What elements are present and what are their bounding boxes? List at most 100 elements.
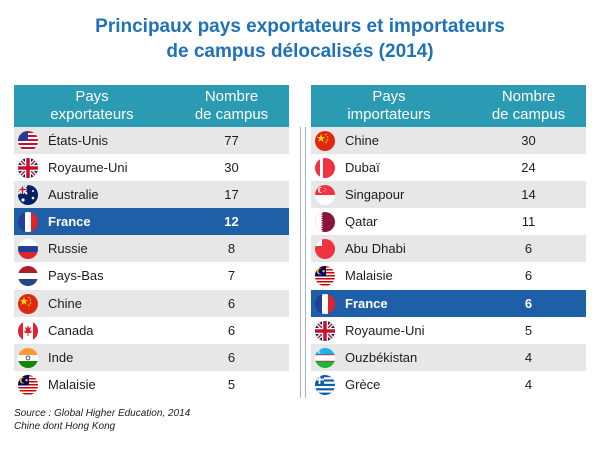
- usa-flag-icon: [18, 131, 38, 151]
- header-count-line1: Nombre: [204, 88, 259, 105]
- qatar-flag-icon: [315, 212, 335, 233]
- malaysia-flag-icon: [315, 266, 335, 287]
- uzbekistan-flag-icon: [315, 347, 335, 368]
- table-row: Royaume-Uni 30: [14, 154, 289, 181]
- country-name: États-Unis: [48, 133, 108, 148]
- campus-count: 30: [521, 133, 536, 148]
- campus-count: 6: [227, 295, 236, 311]
- header-countries-line2: importateurs: [347, 106, 431, 123]
- table-row: Singapour 14: [311, 181, 586, 209]
- campus-count: 8: [227, 241, 236, 257]
- table-row: France 12: [14, 208, 289, 236]
- table-row: Royaume-Uni 5: [311, 317, 586, 344]
- header-countries-line1: Pays: [372, 88, 406, 105]
- country-name: Australie: [48, 187, 99, 203]
- campus-count: 6: [227, 349, 236, 365]
- france-flag-icon: [315, 293, 335, 314]
- campus-count: 6: [524, 241, 533, 257]
- singapore-flag-icon: [315, 185, 335, 206]
- table-row: Grèce 4: [311, 371, 586, 398]
- country-name: Pays-Bas: [48, 268, 104, 284]
- country-name: Russie: [48, 241, 88, 257]
- country-name: Royaume-Uni: [345, 322, 425, 338]
- campus-count: 5: [227, 376, 236, 392]
- china-flag-icon: [315, 131, 335, 151]
- malaysia-flag-icon: [18, 374, 38, 395]
- table-row: Abu Dhabi 6: [311, 235, 586, 263]
- importers-table-header: Pays importateurs Nombre de campus: [311, 85, 586, 127]
- country-name: Malaisie: [48, 376, 96, 392]
- country-name: Ouzbékistan: [345, 349, 418, 365]
- table-row: Inde 6: [14, 343, 289, 371]
- header-countries: Pays importateurs: [311, 88, 467, 124]
- title-line-2: de campus délocalisés (2014): [166, 41, 434, 62]
- country-name: Chine: [345, 133, 379, 148]
- russia-flag-icon: [18, 239, 38, 260]
- country-name: Inde: [48, 349, 74, 365]
- divider-right: [305, 127, 306, 398]
- india-flag-icon: [18, 347, 38, 368]
- australia-flag-icon: [18, 185, 38, 206]
- country-name: Malaisie: [345, 268, 393, 284]
- header-countries-line1: Pays: [75, 88, 109, 105]
- table-row: Pays-Bas 7: [14, 262, 289, 289]
- china-flag-icon: [18, 293, 38, 314]
- table-row: Malaisie 5: [14, 371, 289, 398]
- country-name: Singapour: [345, 187, 405, 203]
- country-name: Canada: [48, 322, 94, 338]
- header-countries: Pays exportateurs: [14, 88, 170, 124]
- page-title: Principaux pays exportateurs et importat…: [0, 14, 600, 64]
- exporters-table-header: Pays exportateurs Nombre de campus: [14, 85, 289, 127]
- uk-flag-icon: [315, 320, 335, 341]
- exporters-table: Pays exportateurs Nombre de campus États…: [14, 85, 289, 398]
- table-row: Malaisie 6: [311, 262, 586, 289]
- campus-count: 7: [227, 268, 236, 284]
- canada-flag-icon: [18, 320, 38, 341]
- campus-count: 30: [224, 160, 239, 176]
- country-name: Qatar: [345, 214, 378, 230]
- country-name: Dubaï: [345, 160, 380, 176]
- header-count-line1: Nombre: [501, 88, 556, 105]
- campus-count: 6: [227, 322, 236, 338]
- source-note: Source : Global Higher Education, 2014 C…: [14, 407, 190, 433]
- country-name: Abu Dhabi: [345, 241, 406, 257]
- campus-count: 11: [521, 214, 536, 230]
- country-name: France: [345, 295, 388, 311]
- country-name: Chine: [48, 295, 82, 311]
- country-name: Royaume-Uni: [48, 160, 128, 176]
- source-line-2: Chine dont Hong Kong: [14, 421, 116, 432]
- dubai-flag-icon: [315, 158, 335, 179]
- header-campus-count: Nombre de campus: [174, 88, 289, 124]
- country-name: France: [48, 214, 91, 230]
- table-row: Russie 8: [14, 235, 289, 263]
- source-line-1: Source : Global Higher Education, 2014: [14, 408, 191, 419]
- importers-table: Pays importateurs Nombre de campus Chine…: [311, 85, 586, 398]
- table-row: Chine 30: [311, 127, 586, 155]
- table-row: Chine 6: [14, 289, 289, 317]
- abu-dhabi-flag-icon: [315, 239, 335, 260]
- table-row: Dubaï 24: [311, 154, 586, 181]
- france-flag-icon: [18, 212, 38, 233]
- campus-count: 6: [524, 268, 533, 284]
- header-campus-count: Nombre de campus: [471, 88, 586, 124]
- table-row: Ouzbékistan 4: [311, 343, 586, 371]
- campus-count: 4: [524, 376, 533, 392]
- campus-count: 17: [224, 187, 239, 203]
- campus-count: 24: [521, 160, 536, 176]
- greece-flag-icon: [315, 374, 335, 395]
- country-name: Grèce: [345, 376, 381, 392]
- uk-flag-icon: [18, 158, 38, 179]
- header-countries-line2: exportateurs: [50, 106, 134, 123]
- table-row: Qatar 11: [311, 208, 586, 235]
- campus-count: 4: [524, 349, 533, 365]
- campus-count: 77: [224, 133, 239, 148]
- campus-count: 14: [521, 187, 536, 203]
- campus-count: 5: [524, 322, 533, 338]
- header-count-line2: de campus: [194, 106, 269, 123]
- campus-count: 6: [524, 295, 533, 311]
- table-row: États-Unis 77: [14, 127, 289, 155]
- campus-count: 12: [224, 214, 239, 230]
- table-row: Canada 6: [14, 317, 289, 344]
- table-row: France 6: [311, 289, 586, 317]
- title-line-1: Principaux pays exportateurs et importat…: [95, 16, 505, 37]
